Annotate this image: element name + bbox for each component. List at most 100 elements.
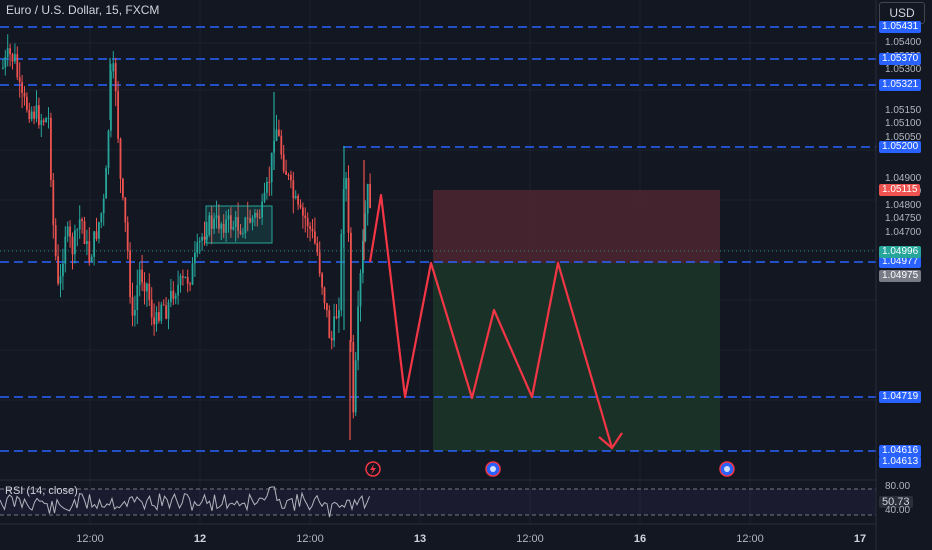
candle-body [66,226,69,237]
candle-body [98,222,100,239]
candle-body [338,310,340,318]
candle-body [230,215,232,230]
candle-body [42,120,45,123]
candle-body [33,111,35,119]
price-label: 1.05400 [885,37,922,48]
candle-body [198,240,201,243]
candle-body [282,154,285,172]
price-label: 1.04900 [885,172,922,184]
level-price-tag: 1.05431 [879,21,922,33]
candle-body [369,183,371,209]
candle-body [64,236,67,264]
candle-body [297,195,299,205]
candle-body [119,138,122,179]
price-label: 1.05150 [885,104,922,116]
candle-body [306,218,309,227]
candle-body [222,223,225,233]
time-label: 12:00 [736,533,764,545]
candle-body [83,221,86,244]
candle-body [136,285,139,310]
level-price-tag: 1.04616 [879,445,922,457]
projected-path[interactable] [368,193,614,449]
candle-body [237,217,239,232]
candle-body [249,218,251,223]
symbol-title[interactable]: Euro / U.S. Dollar, 15, FXCM [6,3,160,17]
candle-body [93,231,95,257]
candle-body [326,303,328,311]
candle-body [218,215,220,229]
candle-body [210,215,213,229]
economic-event-icon[interactable] [719,461,735,477]
candle-body [174,295,177,299]
candle-body [290,174,292,181]
candle-body [333,316,335,341]
candle-body [208,215,211,235]
candle-body [294,195,297,199]
ask-price-tag: 1.04975 [879,270,922,282]
candle-body [227,215,230,220]
candle-body [47,117,50,119]
candle-body [203,236,206,240]
economic-event-icon[interactable] [485,461,501,477]
candle-body [246,217,249,219]
candle-body [110,71,112,131]
candle-body [90,256,93,263]
projection-arrowhead [598,432,623,450]
time-label: 12:00 [296,533,324,545]
candle-body [302,207,304,216]
candle-body [177,284,179,296]
level-price-tag: 1.05370 [879,53,922,65]
candle-body [59,276,62,284]
candle-body [28,109,31,120]
candle-body [328,310,331,338]
candle-body [364,213,367,241]
candle-body [266,181,268,193]
candle-body [318,252,321,274]
time-label: 12:00 [76,533,104,545]
candle-body [100,213,103,223]
candle-body [263,192,266,202]
candle-body [158,312,160,321]
candle-body [16,54,19,78]
candle-body [9,48,11,55]
candle-body [23,92,26,97]
candle-body [148,283,151,300]
candle-body [330,337,333,341]
candle-body [287,174,290,176]
candle-body [201,236,203,241]
candle-body [366,183,369,214]
candle-body [270,152,273,183]
support-resistance-lines [0,26,876,452]
rsi-line [0,486,370,518]
candle-body [14,54,16,62]
candle-body [88,241,91,263]
currency-button[interactable]: USD [879,2,925,24]
candle-body [18,77,21,83]
candle-body [138,269,141,286]
candle-body [362,240,364,274]
candle-body [4,57,7,68]
candle-body [354,360,357,413]
position-zones [433,190,720,451]
candle-body [242,233,244,235]
candle-body [38,105,40,125]
candle-body [220,223,223,229]
candle-body [345,178,347,189]
candle-body [102,198,105,214]
rsi-title[interactable]: RSI (14, close) [5,485,78,497]
bid-price-tag: 1.04996 [879,246,922,258]
price-label: 1.05300 [885,64,922,76]
level-price-tag: 1.04719 [879,391,922,403]
candle-body [134,309,136,316]
stop-loss-zone[interactable] [433,190,720,263]
candle-body [143,282,146,292]
candle-body [122,178,124,198]
candle-body [194,252,196,264]
lightning-event-icon[interactable] [365,461,381,477]
candle-body [26,96,28,110]
consolidation-box[interactable] [205,205,273,244]
price-label: 1.05050 [885,131,922,143]
take-profit-zone[interactable] [433,263,720,451]
candle-body [167,302,170,319]
